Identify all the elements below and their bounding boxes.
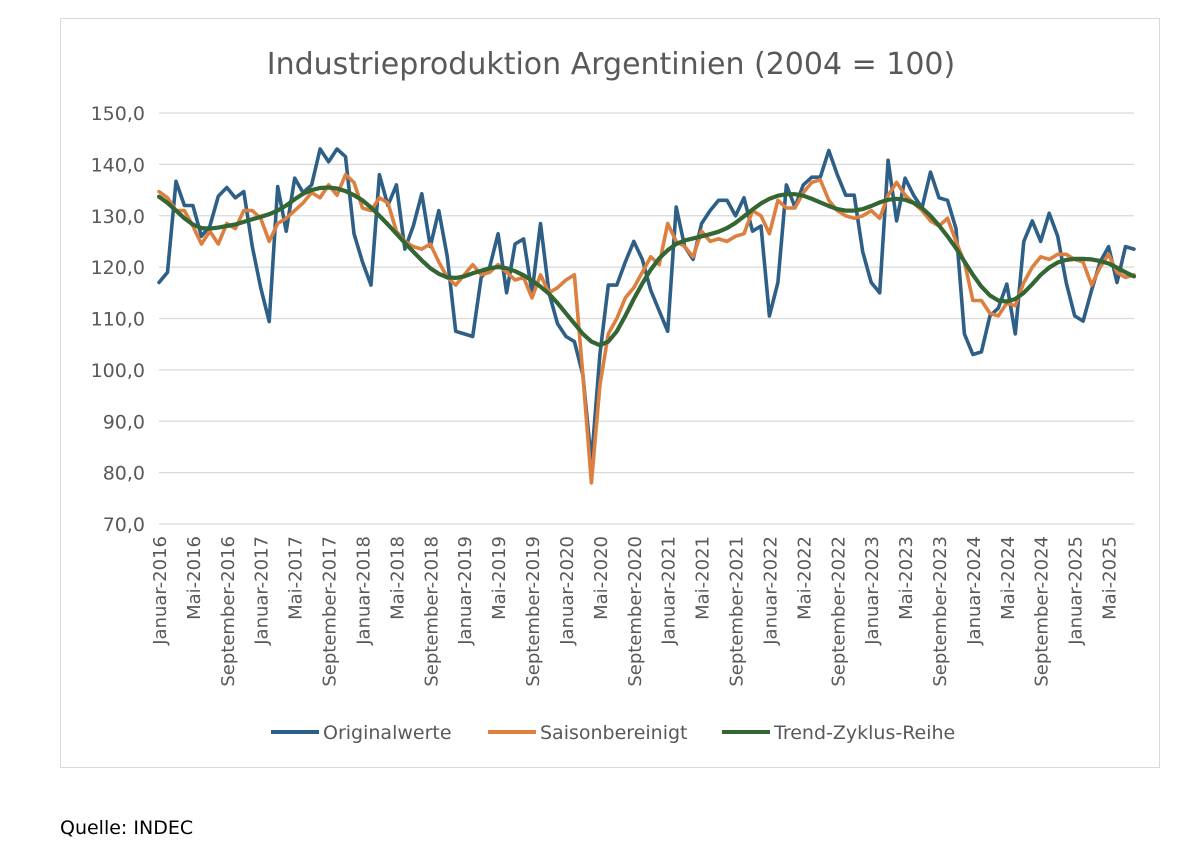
x-tick-label: September-2021 — [727, 536, 748, 687]
chart-title: Industrieproduktion Argentinien (2004 = … — [267, 47, 955, 82]
x-tick-label: September-2019 — [523, 536, 544, 687]
y-axis-tick-labels: 70,0 80,0 90,0 100,0 110,0 120,0 130,0 140,0 150… — [91, 103, 145, 536]
y-tick-label: 100,0 — [91, 360, 145, 382]
y-tick-label: 70,0 — [103, 514, 145, 536]
x-tick-label: September-2023 — [930, 536, 951, 687]
x-tick-label: Mai-2018 — [387, 536, 408, 620]
series-line-trend-zyklus-reihe — [156, 185, 1137, 348]
y-tick-label: 110,0 — [91, 309, 145, 331]
x-tick-label: Mai-2016 — [184, 536, 205, 620]
x-tick-label: September-2024 — [1032, 536, 1053, 687]
x-tick-label: September-2017 — [320, 536, 341, 687]
x-tick-label: September-2020 — [625, 536, 646, 687]
x-tick-label: Januar-2024 — [964, 536, 985, 646]
y-tick-label: 150,0 — [91, 103, 145, 125]
x-tick-label: Januar-2020 — [557, 536, 578, 646]
x-tick-label: Januar-2025 — [1066, 536, 1087, 646]
legend-label: Originalwerte — [323, 722, 452, 744]
x-tick-label: Mai-2021 — [693, 536, 714, 620]
series-line-originalwerte — [157, 147, 1136, 465]
y-tick-label: 90,0 — [103, 411, 145, 433]
x-tick-label: Januar-2018 — [353, 536, 374, 646]
y-tick-label: 80,0 — [103, 463, 145, 485]
x-tick-label: September-2022 — [828, 536, 849, 687]
x-tick-label: Januar-2017 — [252, 536, 273, 646]
chart-frame: Industrieproduktion Argentinien (2004 = … — [60, 18, 1160, 768]
x-tick-label: Mai-2017 — [286, 536, 307, 620]
x-tick-label: Januar-2023 — [862, 536, 883, 646]
x-tick-label: Mai-2020 — [591, 536, 612, 620]
y-tick-label: 140,0 — [91, 154, 145, 176]
legend: Originalwerte Saisonbereinigt Trend-Zyklus… — [271, 722, 955, 744]
x-axis-tick-labels: Januar-2016 Mai-2016 September-2016 Januar-… — [150, 536, 1121, 687]
legend-label: Saisonbereinigt — [540, 722, 688, 744]
x-tick-label: Januar-2016 — [150, 536, 171, 646]
x-tick-label: Mai-2019 — [489, 536, 510, 620]
source-note: Quelle: INDEC — [60, 817, 194, 839]
x-tick-label: Mai-2024 — [998, 536, 1019, 620]
y-tick-label: 120,0 — [91, 257, 145, 279]
x-tick-label: Mai-2023 — [896, 536, 917, 620]
x-tick-label: September-2018 — [421, 536, 442, 687]
x-tick-label: Januar-2021 — [659, 536, 680, 646]
x-tick-label: Mai-2025 — [1100, 536, 1121, 620]
legend-label: Trend-Zyklus-Reihe — [773, 722, 955, 744]
x-tick-label: Januar-2019 — [455, 536, 476, 646]
series-lines — [156, 147, 1137, 485]
x-tick-label: September-2016 — [218, 536, 239, 687]
y-tick-label: 130,0 — [91, 206, 145, 228]
x-tick-label: Mai-2022 — [794, 536, 815, 620]
series-line-saisonbereinigt — [157, 172, 1136, 485]
line-chart: Industrieproduktion Argentinien (2004 = … — [91, 47, 1137, 744]
x-tick-label: Januar-2022 — [760, 536, 781, 646]
